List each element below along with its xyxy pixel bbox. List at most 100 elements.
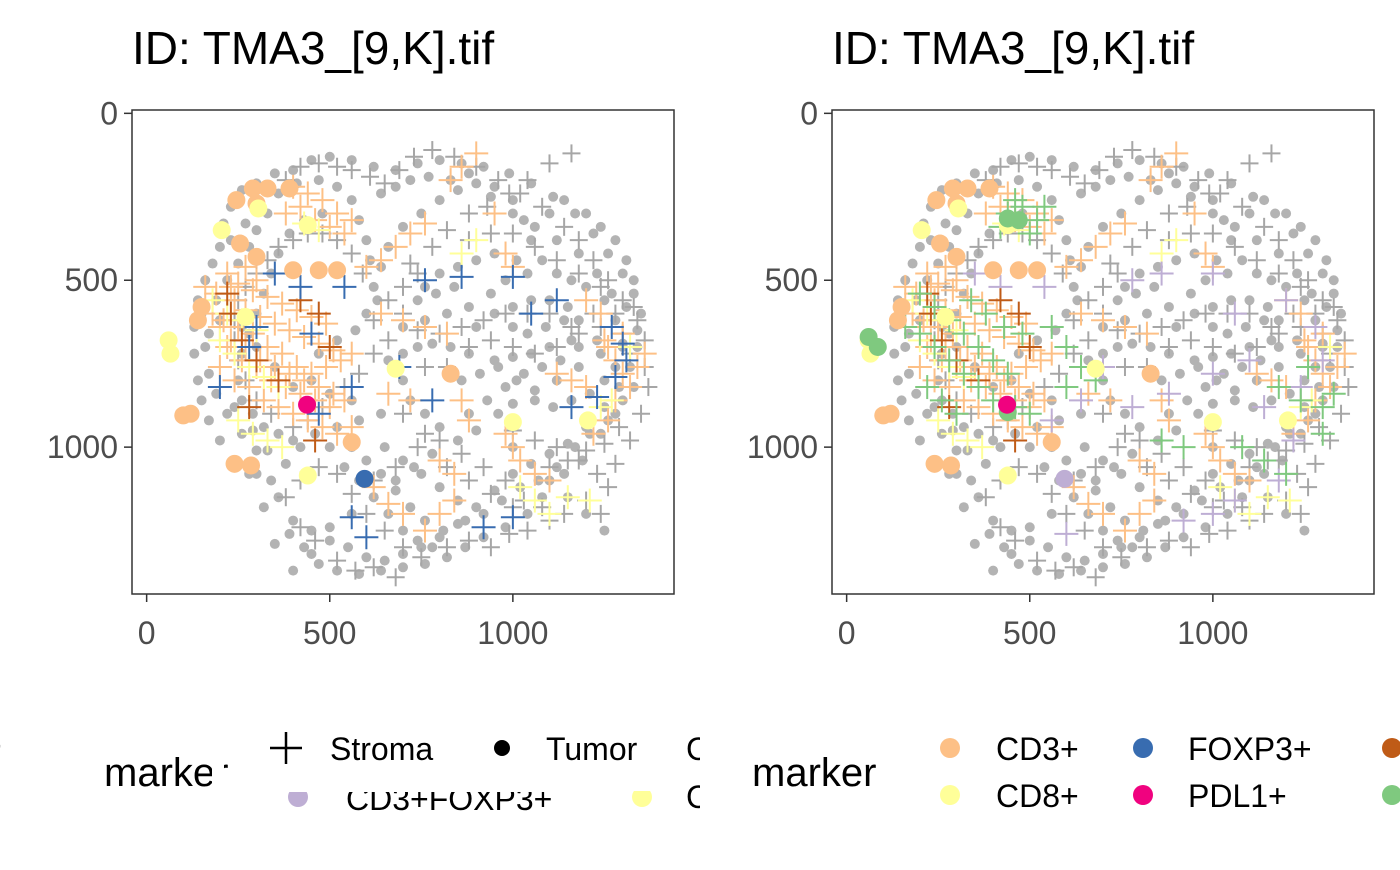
cd8_dot-point bbox=[298, 466, 317, 485]
stroma_plus-point bbox=[1079, 291, 1098, 310]
tissue_cells-point bbox=[1061, 552, 1072, 563]
tissue_cells-point bbox=[595, 348, 606, 359]
tissue_cells-point bbox=[222, 408, 233, 419]
stroma_plus-point bbox=[1174, 311, 1193, 330]
stroma_plus-point bbox=[346, 561, 365, 580]
tissue_cells-point bbox=[332, 335, 343, 346]
cd8_plus-point bbox=[207, 328, 232, 353]
tissue_cells-point bbox=[317, 208, 328, 219]
tissue_cells-point bbox=[434, 482, 445, 493]
cd3_plus-point bbox=[391, 308, 415, 333]
tissue_cells-point bbox=[1211, 255, 1222, 266]
cd3_plus-point bbox=[321, 338, 346, 363]
cd3_plus-point bbox=[962, 311, 987, 336]
stroma_plus-point bbox=[1284, 251, 1303, 270]
cd3_plus-point bbox=[1292, 328, 1317, 353]
cd3_plus-point bbox=[907, 355, 932, 380]
lavender_plus-point bbox=[1120, 395, 1145, 420]
legend-1-title: marker bbox=[104, 751, 228, 795]
green_plus-point bbox=[1288, 388, 1313, 413]
stroma_plus-point bbox=[1094, 277, 1112, 296]
tissue_cells-point bbox=[452, 261, 463, 272]
tissue_cells-point bbox=[1006, 548, 1017, 559]
stroma_plus-point bbox=[386, 458, 405, 477]
cd8_plus-point bbox=[555, 485, 580, 510]
stroma_plus-point bbox=[1218, 171, 1237, 190]
stroma_plus-point bbox=[452, 317, 471, 336]
tissue_cells-point bbox=[573, 315, 584, 326]
cd3_plus-point bbox=[1006, 375, 1031, 400]
cd3_plus-point bbox=[1244, 361, 1269, 386]
stroma_plus-point bbox=[1240, 154, 1259, 173]
cd3_plus-point bbox=[369, 248, 394, 273]
x-tick-label: 1000 bbox=[477, 615, 548, 651]
tissue_cells-point bbox=[896, 395, 907, 406]
cd3_plus-point bbox=[1054, 254, 1079, 279]
cd3_dot-point bbox=[888, 311, 907, 330]
cd3_plus-point bbox=[1021, 381, 1046, 406]
tissue_cells-point bbox=[500, 382, 511, 393]
stroma_plus-point bbox=[1108, 321, 1127, 340]
legend-1-key-tumor: Tumor bbox=[494, 731, 638, 767]
tissue_cells-point bbox=[1321, 255, 1332, 266]
tissue_cells-point bbox=[1292, 268, 1303, 279]
stroma_plus-point bbox=[364, 558, 383, 577]
tissue_cells-point bbox=[280, 458, 291, 469]
stroma_plus-point bbox=[1247, 337, 1266, 356]
tissue_cells-point bbox=[398, 562, 408, 573]
stroma_plus-point bbox=[525, 237, 544, 256]
tissue_cells-point bbox=[299, 542, 310, 553]
stroma_plus-point bbox=[394, 538, 412, 557]
stroma_plus-point bbox=[1042, 244, 1061, 263]
cd8_plus-point bbox=[508, 475, 533, 500]
tissue_cells-point bbox=[343, 542, 354, 553]
cd3_dot-point bbox=[942, 456, 961, 475]
cd8_plus-point bbox=[1208, 475, 1233, 500]
stroma_plus-point bbox=[1269, 231, 1288, 250]
cd8_dot-point bbox=[161, 344, 180, 363]
tissue_cells-point bbox=[211, 388, 222, 399]
tissue_cells-point bbox=[1160, 542, 1171, 553]
stroma_plus-point bbox=[481, 538, 500, 557]
foxp3_plus-point bbox=[339, 375, 364, 400]
tissue_cells-point bbox=[361, 308, 372, 319]
lavender_plus-point bbox=[1222, 488, 1247, 513]
green_plus-point bbox=[915, 375, 940, 400]
tissue_cells-point bbox=[958, 422, 969, 433]
cd3_plus-point bbox=[262, 311, 287, 336]
stroma_plus-point bbox=[1233, 197, 1252, 216]
tissue_cells-point bbox=[1218, 215, 1229, 226]
tissue_cells-point bbox=[940, 218, 951, 229]
stroma_plus-point bbox=[350, 364, 369, 383]
cd3_plus-point bbox=[596, 334, 621, 359]
tissue_cells-point bbox=[900, 341, 911, 352]
tissue_cells-point bbox=[628, 275, 639, 286]
tissue_cells-point bbox=[390, 475, 401, 486]
tissue_cells-point bbox=[1090, 485, 1101, 496]
tissue_cells-point bbox=[324, 151, 335, 162]
tissue_cells-point bbox=[412, 535, 423, 546]
stroma_plus-point bbox=[1028, 551, 1047, 570]
cd3_dot-point bbox=[243, 179, 262, 198]
legend-2-key-cd8: CD8+ bbox=[940, 778, 1079, 814]
green_plus-point bbox=[907, 321, 932, 346]
green_plus-point bbox=[1054, 375, 1079, 400]
panel-1-title: ID: TMA3_[9,K].tif bbox=[132, 22, 494, 74]
legend-1-clipped-fragment-bg bbox=[0, 735, 20, 775]
cd3_plus-point bbox=[574, 288, 599, 313]
tissue_cells-point bbox=[555, 355, 566, 366]
stroma_plus-point bbox=[1218, 521, 1237, 540]
green_plus-point bbox=[1010, 321, 1035, 346]
foxp3_plus-point bbox=[500, 264, 525, 289]
tissue_cells-point bbox=[251, 225, 262, 236]
tissue_cells-point bbox=[496, 495, 507, 506]
tissue_cells-point bbox=[1259, 468, 1270, 479]
tissue_cells-point bbox=[1328, 288, 1339, 299]
tissue_cells-point bbox=[606, 288, 617, 299]
stroma_plus-point bbox=[1181, 331, 1200, 350]
cd3_plus-point bbox=[270, 341, 295, 366]
tissue_cells-point bbox=[522, 328, 533, 339]
legend-1-clipped-letter: r bbox=[0, 733, 1, 769]
tissue_cells-point bbox=[471, 425, 482, 436]
tissue_cells-point bbox=[540, 321, 551, 332]
